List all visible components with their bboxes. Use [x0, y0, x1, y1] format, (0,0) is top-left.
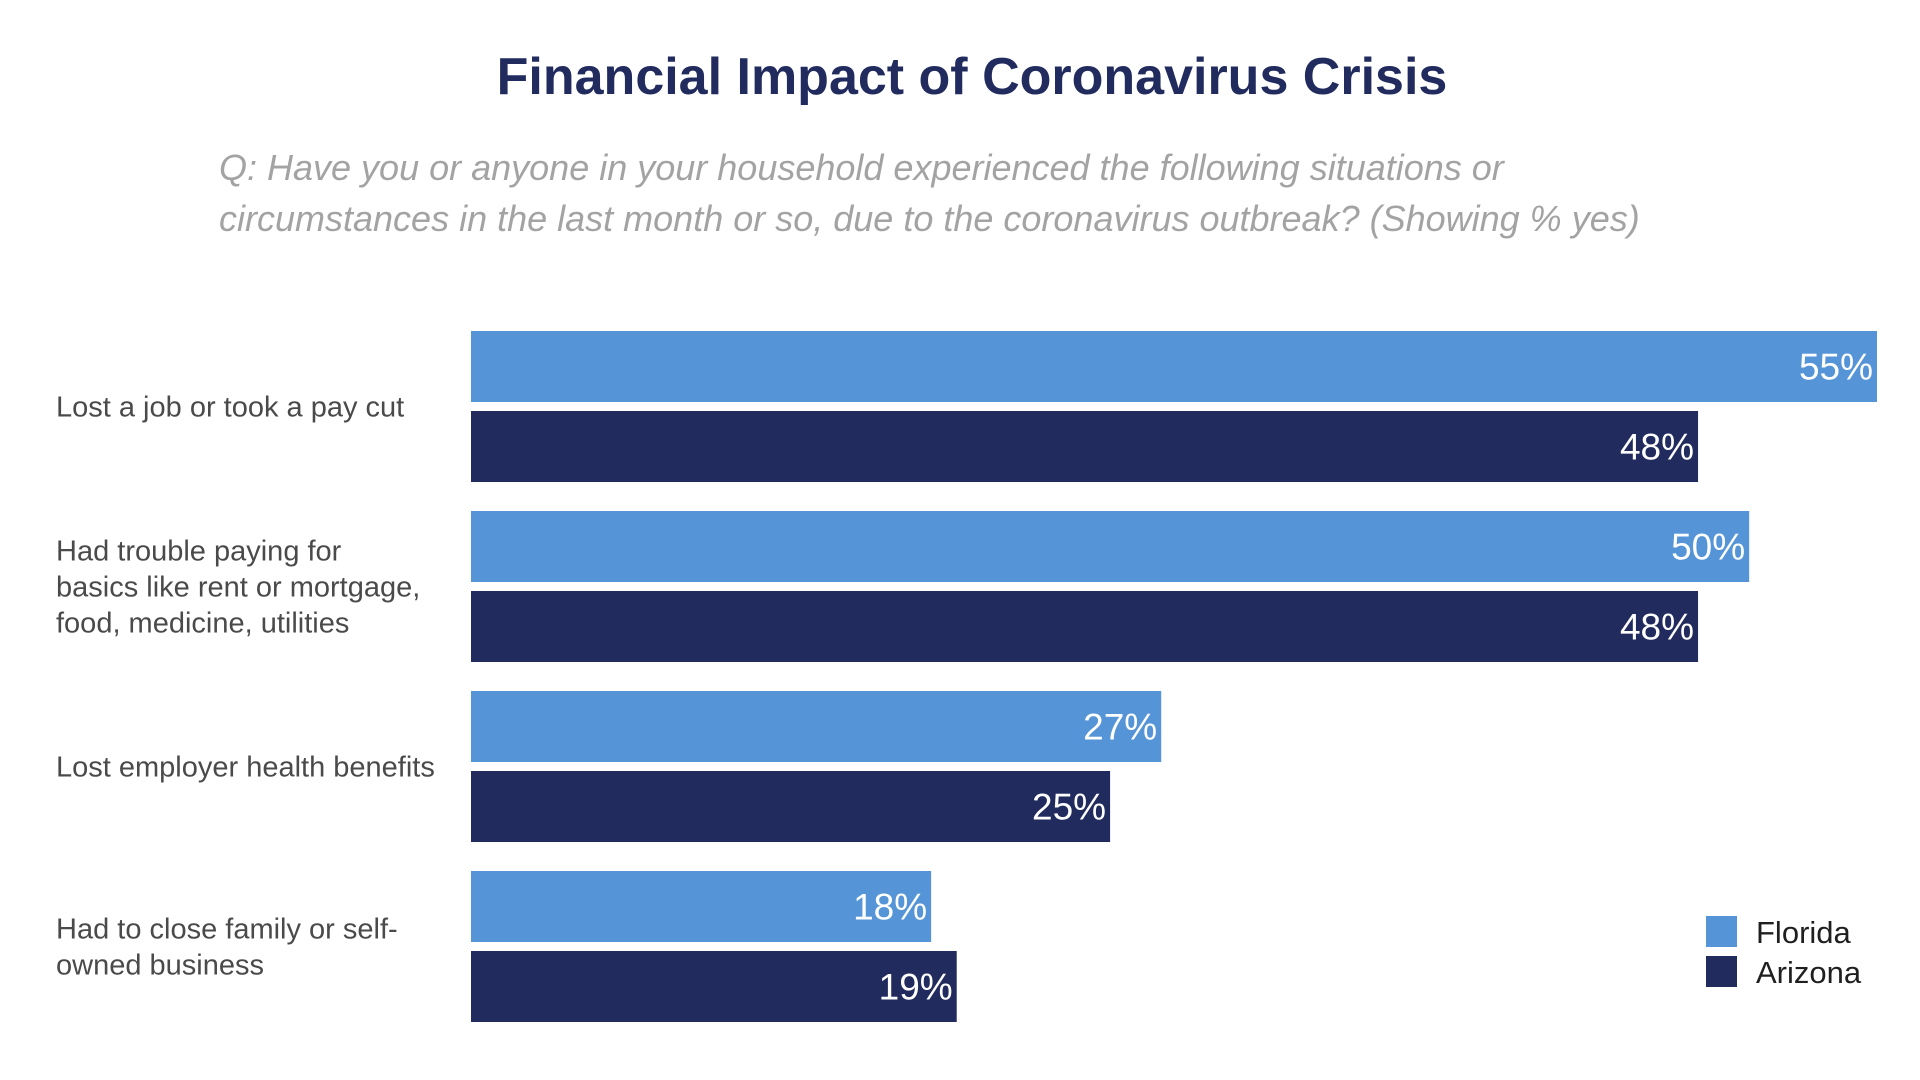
category-label-line: Had trouble paying for: [56, 536, 342, 568]
category-label-line: Had to close family or self-: [56, 914, 398, 946]
legend-swatch-arizona: [1706, 956, 1737, 987]
legend-label-florida: Florida: [1756, 915, 1852, 950]
category-label-line: owned business: [56, 950, 264, 982]
category-label-line: Lost employer health benefits: [56, 752, 435, 784]
category-label-line: Lost a job or took a pay cut: [56, 392, 404, 424]
bar-florida: [471, 331, 1877, 402]
data-label: 50%: [1671, 527, 1745, 568]
bar-florida: [471, 511, 1750, 582]
bars: [471, 331, 1877, 1022]
chart-title: Financial Impact of Coronavirus Crisis: [497, 48, 1448, 106]
bar-arizona: [471, 771, 1111, 842]
category-label: Lost employer health benefits: [56, 752, 435, 784]
chart-subtitle-line-1: Q: Have you or anyone in your household …: [219, 147, 1506, 188]
chart-subtitle-line-2: circumstances in the last month or so, d…: [219, 198, 1640, 239]
data-label: 55%: [1799, 347, 1873, 388]
category-label: Had to close family or self-owned busine…: [56, 914, 398, 982]
category-label: Lost a job or took a pay cut: [56, 392, 404, 424]
category-label: Had trouble paying for basics like rent o…: [56, 536, 420, 640]
bar-arizona: [471, 951, 957, 1022]
data-label: 48%: [1620, 427, 1694, 468]
bar-arizona: [471, 591, 1699, 662]
legend-swatch-florida: [1706, 916, 1737, 947]
data-labels: 55% 48% 50% 48% 27% 25% 18% 19%: [853, 347, 1873, 1008]
legend: Florida Arizona: [1706, 915, 1862, 990]
data-label: 27%: [1083, 707, 1157, 748]
data-label: 48%: [1620, 607, 1694, 648]
bar-florida: [471, 691, 1162, 762]
bar-arizona: [471, 411, 1699, 482]
category-label-line: food, medicine, utilities: [56, 608, 349, 640]
data-label: 19%: [879, 967, 953, 1008]
data-label: 25%: [1032, 787, 1106, 828]
bar-florida: [471, 871, 932, 942]
category-label-line: basics like rent or mortgage,: [56, 572, 420, 604]
category-labels: Lost a job or took a pay cut Had trouble …: [56, 392, 435, 982]
data-label: 18%: [853, 887, 927, 928]
legend-label-arizona: Arizona: [1756, 955, 1862, 990]
